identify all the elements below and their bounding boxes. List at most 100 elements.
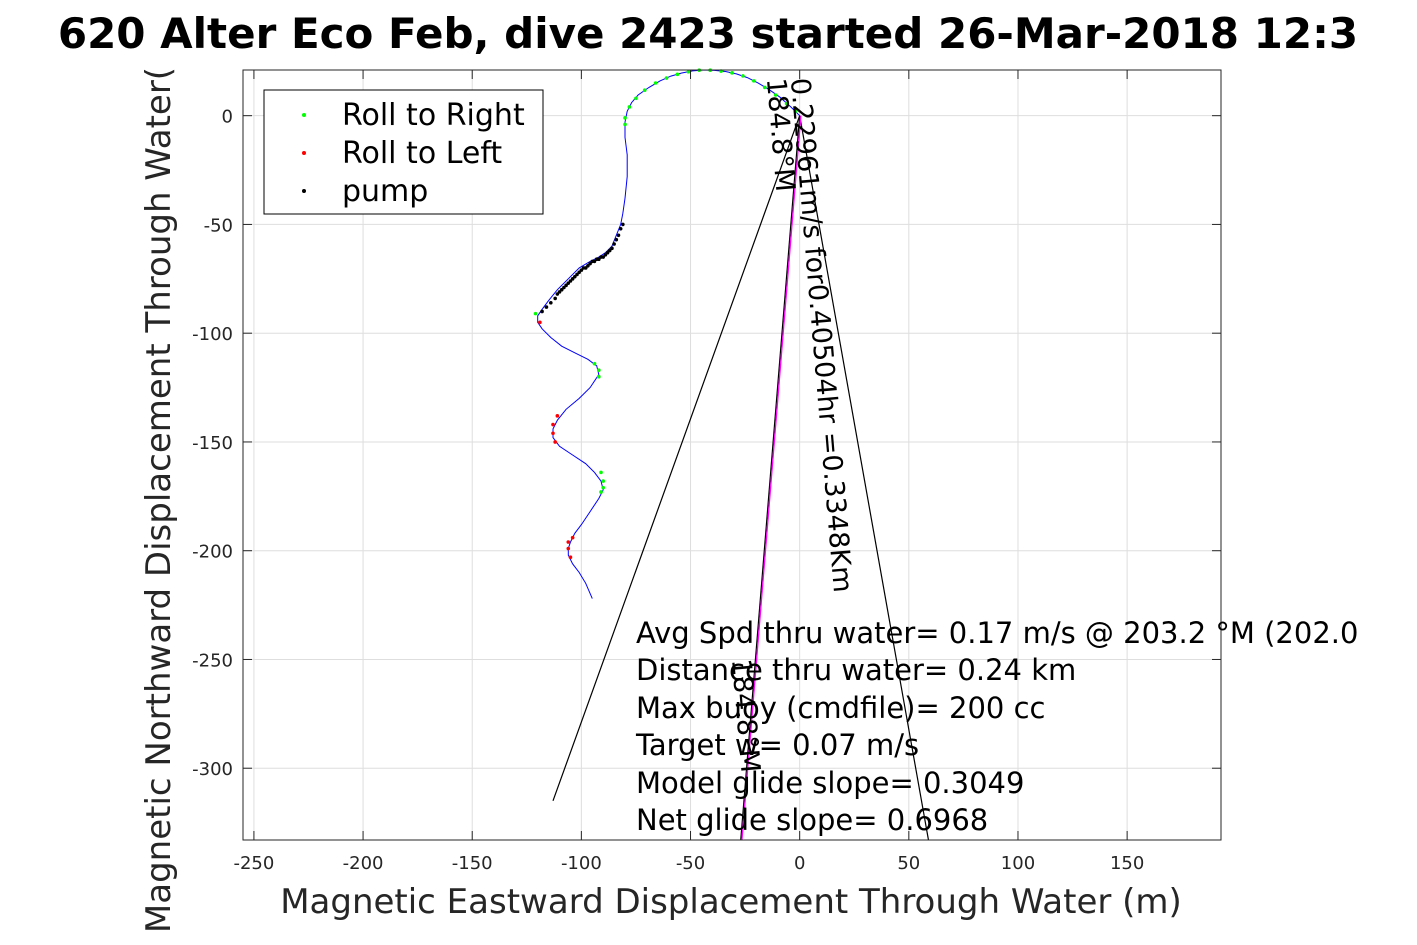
x-axis-label: Magnetic Eastward Displacement Through W… <box>280 882 1182 922</box>
annotation-target-w: Target w= 0.07 m/s <box>635 728 919 762</box>
roll-right-point <box>623 116 627 120</box>
legend-label-roll-right: Roll to Right <box>342 98 525 133</box>
plot-frame <box>242 69 1222 841</box>
pump-point <box>553 296 557 301</box>
pump-point <box>570 277 575 281</box>
y-tick-label: -150 <box>192 433 233 454</box>
legend-marker-roll-left <box>302 151 306 155</box>
pump-point <box>575 272 579 277</box>
pump-point <box>540 309 544 314</box>
roll-right-point <box>686 69 691 74</box>
pump-point <box>564 283 568 288</box>
roll-right-point <box>752 79 756 83</box>
pump-point <box>568 279 573 283</box>
roll-left-point <box>566 540 571 544</box>
pump-point <box>559 287 564 292</box>
roll-left-point <box>568 555 573 560</box>
pump-point <box>605 250 610 255</box>
cone-left-line <box>552 115 801 802</box>
annotation-max-buoy: Max buoy (cmdfile)= 200 cc <box>636 691 1045 725</box>
pump-point <box>557 290 562 294</box>
roll-right-point <box>599 490 603 494</box>
summary-annotations: Avg Spd thru water= 0.17 m/s @ 203.2 °M … <box>635 616 1358 837</box>
roll-right-point <box>773 93 778 97</box>
roll-right-point <box>664 76 669 80</box>
pump-point <box>586 263 590 268</box>
pump-point <box>581 266 586 270</box>
x-tick-label: -150 <box>452 853 493 874</box>
axis-ticks: -250 -200 -150 -100 -50 0 50 100 150 0 -50 -100 -150… <box>192 70 1221 874</box>
pump-point <box>614 237 619 242</box>
roll-right-point <box>599 470 603 475</box>
legend-box <box>263 89 544 215</box>
annotation-model-glide: Model glide slope= 0.3049 <box>636 766 1024 800</box>
legend-label-pump: pump <box>342 174 428 209</box>
x-tick-label: -50 <box>676 853 705 874</box>
roll-right-point <box>601 485 606 490</box>
pump-point <box>579 268 584 272</box>
pump-point <box>618 226 623 231</box>
pump-point <box>566 281 571 285</box>
roll-right-point <box>592 361 597 366</box>
roll-right-point <box>623 122 627 127</box>
y-tick-label: 0 <box>222 107 233 128</box>
heading-line-magenta <box>741 115 802 841</box>
roll-right-point <box>741 74 745 78</box>
x-tick-label: 0 <box>794 853 805 874</box>
pump-point <box>594 257 599 262</box>
roll-right-point <box>653 81 658 85</box>
chart-title: 620 Alter Eco Feb, dive 2423 started 26-… <box>58 9 1358 58</box>
roll-right-point <box>762 85 767 90</box>
pump-point <box>599 255 603 259</box>
pump-point <box>588 261 592 266</box>
x-tick-label: -250 <box>233 853 274 874</box>
roll-right-point <box>597 374 601 379</box>
pump-point <box>621 222 625 227</box>
roll-right-point <box>730 71 734 75</box>
heading-line-base <box>740 115 801 841</box>
roll-right-point <box>634 96 638 101</box>
pump-point <box>607 248 612 253</box>
x-tick-label: 100 <box>1001 853 1035 874</box>
pump-point <box>549 300 553 305</box>
roll-right-point <box>675 72 680 77</box>
roll-right-point <box>642 88 647 93</box>
pump-point <box>562 285 566 290</box>
roll-left-point <box>566 546 571 551</box>
glider-track-line <box>537 69 801 599</box>
annotation-net-glide: Net glide slope= 0.6968 <box>636 803 988 837</box>
x-tick-label: 150 <box>1110 853 1144 874</box>
roll-right-point <box>784 101 789 106</box>
roll-left-point <box>553 440 557 444</box>
cone-right-line <box>799 115 930 841</box>
y-tick-label: -200 <box>192 542 233 563</box>
annotation-distance: Distance thru water= 0.24 km <box>636 653 1076 687</box>
pump-point <box>610 246 614 251</box>
pump-point <box>544 305 549 309</box>
roll-right-point <box>533 311 538 316</box>
legend-label-roll-left: Roll to Left <box>342 136 502 171</box>
pump-point <box>603 253 608 257</box>
x-tick-label: 50 <box>897 853 920 874</box>
legend: Roll to Right Roll to Left pump <box>263 89 544 215</box>
roll-left-point <box>551 422 555 427</box>
x-tick-label: -100 <box>561 853 602 874</box>
roll-left-point <box>551 431 555 436</box>
roll-left-point <box>538 320 542 325</box>
legend-marker-pump <box>302 189 306 193</box>
roll-right-point <box>793 109 798 114</box>
plot-data <box>533 68 930 841</box>
roll-left-point <box>570 535 575 540</box>
roll-right-point <box>601 479 606 483</box>
y-axis-label: Magnetic Northward Displacement Through … <box>139 67 179 933</box>
pump-point <box>555 292 560 296</box>
annotation-avg-speed: Avg Spd thru water= 0.17 m/s @ 203.2 °M … <box>636 616 1358 650</box>
roll-right-point <box>597 368 601 372</box>
y-tick-label: -100 <box>192 324 233 345</box>
y-tick-label: -250 <box>192 650 233 671</box>
pump-point <box>616 233 621 238</box>
legend-marker-roll-right <box>302 113 306 117</box>
pump-point <box>573 274 577 279</box>
